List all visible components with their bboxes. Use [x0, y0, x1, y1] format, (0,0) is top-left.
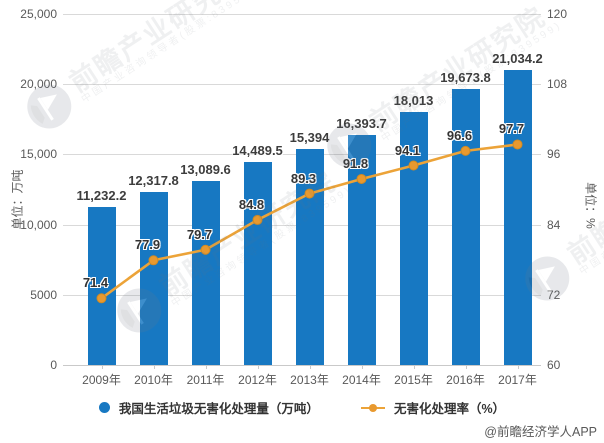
x-axis-label: 2010年	[134, 373, 173, 387]
attribution: @前瞻经济学人APP	[484, 425, 597, 439]
bar-value-label: 13,089.6	[180, 162, 231, 178]
line-value-label: 94.1	[394, 142, 421, 158]
bar-value-label: 15,394	[289, 129, 330, 145]
bar-value-label: 19,673.8	[440, 69, 491, 85]
left-axis-title: 单位：万吨	[10, 169, 25, 230]
bar-value-label: 18,013	[393, 93, 434, 109]
line-value-label: 97.7	[498, 121, 525, 137]
x-axis-label: 2016年	[446, 373, 485, 387]
left-axis-tick-label: 25,000	[20, 7, 57, 21]
bar-series-marker-icon	[98, 402, 110, 413]
x-axis-tick	[517, 365, 519, 369]
x-axis-tick	[257, 365, 259, 369]
line-value-label: 91.8	[342, 155, 369, 171]
x-axis-label: 2013年	[290, 373, 329, 387]
line-value-label: 84.8	[238, 196, 265, 212]
x-axis-tick	[153, 365, 155, 369]
right-axis-tick-label: 120	[547, 7, 568, 21]
right-axis-tick-label: 84	[547, 217, 561, 232]
line-value-label: 96.6	[446, 127, 473, 143]
x-axis-line	[63, 365, 541, 366]
left-axis-tick-label: 10,000	[20, 217, 57, 232]
legend: 我国生活垃圾无害化处理量（万吨） 无害化处理率（%）	[0, 398, 604, 417]
x-axis-label: 2012年	[238, 373, 277, 387]
legend-label: 无害化处理率（%）	[393, 402, 506, 416]
x-axis-label: 2017年	[498, 373, 537, 387]
right-axis-tick-label: 60	[547, 358, 561, 372]
gridline	[63, 14, 541, 15]
right-axis-tick-label: 108	[547, 77, 568, 92]
bar-2017年	[503, 69, 532, 365]
left-axis-tick-label: 5000	[30, 287, 57, 302]
left-axis-tick-label: 0	[50, 358, 57, 372]
bar-2010年	[139, 192, 168, 365]
right-axis-tick-label: 72	[547, 287, 561, 302]
legend-item-line-series: 无害化处理率（%）	[360, 398, 506, 417]
right-axis-title: 单位：%	[583, 182, 598, 229]
line-value-label: 77.9	[134, 237, 161, 253]
bar-2011年	[191, 181, 220, 365]
bar-value-label: 21,034.2	[492, 50, 543, 66]
x-axis-tick	[205, 365, 207, 369]
left-axis-tick-label: 20,000	[20, 77, 57, 92]
x-axis-label: 2009年	[82, 373, 121, 387]
bar-2012年	[243, 161, 272, 365]
line-value-label: 89.3	[290, 170, 317, 186]
legend-label: 我国生活垃圾无害化处理量（万吨）	[118, 402, 319, 416]
right-axis-tick-label: 96	[547, 147, 561, 162]
x-axis-label: 2015年	[394, 373, 433, 387]
bar-value-label: 11,232.2	[76, 188, 127, 204]
left-axis-tick-label: 15,000	[20, 147, 57, 162]
x-axis-label: 2014年	[342, 373, 381, 387]
x-axis-tick	[465, 365, 467, 369]
x-axis-tick	[361, 365, 363, 369]
x-axis-label: 2011年	[186, 373, 225, 387]
legend-item-bar-series: 我国生活垃圾无害化处理量（万吨）	[98, 398, 319, 417]
watermark-tagline: 中国产业咨询领导者(股票:839599)	[79, 0, 265, 106]
line-value-label: 79.7	[186, 226, 213, 242]
line-series-marker-icon	[360, 402, 385, 413]
gridline	[63, 84, 541, 86]
x-axis-tick	[413, 365, 415, 369]
x-axis-tick	[309, 365, 311, 369]
bar-value-label: 16,393.7	[336, 115, 387, 131]
x-axis-tick	[101, 365, 103, 369]
line-value-label: 71.4	[82, 275, 109, 291]
